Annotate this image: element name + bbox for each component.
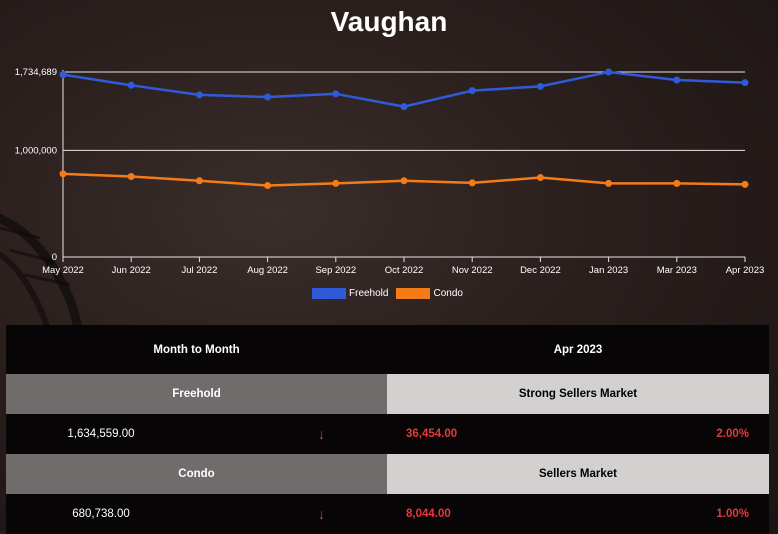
data-point-freehold [673,76,681,84]
down-arrow-icon: ↓ [318,426,325,442]
y-tick-label: 1,734,689 [15,67,57,78]
data-point-condo [59,170,67,178]
data-point-condo [332,179,340,187]
freehold-percent: 2.00% [716,428,749,440]
legend-label-condo: Condo [433,288,463,299]
x-tick-label: Sep 2022 [315,265,356,276]
data-point-freehold [400,103,408,111]
x-tick-label: Dec 2022 [520,265,561,276]
x-tick-label: May 2022 [42,265,84,276]
freehold-value-row: 1,634,559.00 ↓ 36,454.00 2.00% [6,414,769,454]
freehold-price: 1,634,559.00 [67,428,135,440]
y-tick-label: 1,000,000 [15,145,57,156]
condo-price: 680,738.00 [72,508,130,520]
freehold-market-status: Strong Sellers Market [387,374,769,414]
page-title: Vaughan [330,6,448,37]
x-tick-label: Jan 2023 [589,265,628,276]
data-point-freehold [127,81,135,89]
data-point-freehold [468,87,476,95]
data-point-freehold [195,91,203,99]
x-tick-label: Jun 2022 [112,265,151,276]
data-point-freehold [741,79,749,87]
condo-market-status: Sellers Market [387,454,769,494]
x-tick-label: Mar 2023 [657,265,697,276]
data-point-condo [195,177,203,185]
data-point-freehold [536,82,544,90]
data-point-condo [468,179,476,187]
data-point-freehold [605,68,613,76]
x-tick-label: Nov 2022 [452,265,493,276]
legend-label-freehold: Freehold [349,288,389,299]
data-point-freehold [332,90,340,98]
x-tick-label: Apr 2023 [726,265,765,276]
header-month-to-month: Month to Month [153,343,240,356]
condo-value-row: 680,738.00 ↓ 8,044.00 1.00% [6,494,769,534]
legend-item-condo[interactable]: Condo [396,288,463,299]
data-point-condo [673,179,681,187]
x-tick-label: Aug 2022 [247,265,288,276]
freehold-label: Freehold [6,374,387,414]
data-point-freehold [264,93,272,101]
legend-item-freehold[interactable]: Freehold [312,288,388,299]
x-tick-label: Jul 2022 [181,265,217,276]
legend-swatch-condo [396,288,431,299]
data-point-condo [605,179,613,187]
condo-label: Condo [6,454,387,494]
header-period: Apr 2023 [553,343,603,356]
line-chart: 1,734,689 1,000,000 0 May 2022 Jun 2022 Jul 2… [15,67,765,276]
data-point-condo [536,174,544,182]
condo-category-row: Condo Sellers Market [6,454,769,494]
x-tick-label: Oct 2022 [385,265,424,276]
chart-legend: Freehold Condo [312,288,465,299]
table-header-row: Month to Month Apr 2023 [6,325,769,374]
summary-table: Month to Month Apr 2023 Freehold Strong … [6,325,769,534]
condo-percent: 1.00% [716,508,749,520]
data-point-condo [127,172,135,180]
freehold-change: 36,454.00 [406,428,458,440]
legend-swatch-freehold [312,288,346,299]
data-point-condo [400,177,408,185]
data-point-condo [264,182,272,190]
data-point-freehold [59,71,67,79]
series-line-freehold [62,70,746,108]
down-arrow-icon: ↓ [318,506,325,522]
condo-change: 8,044.00 [406,508,451,520]
y-tick-label: 0 [52,252,57,263]
freehold-category-row: Freehold Strong Sellers Market [6,374,769,414]
data-point-condo [741,180,749,188]
